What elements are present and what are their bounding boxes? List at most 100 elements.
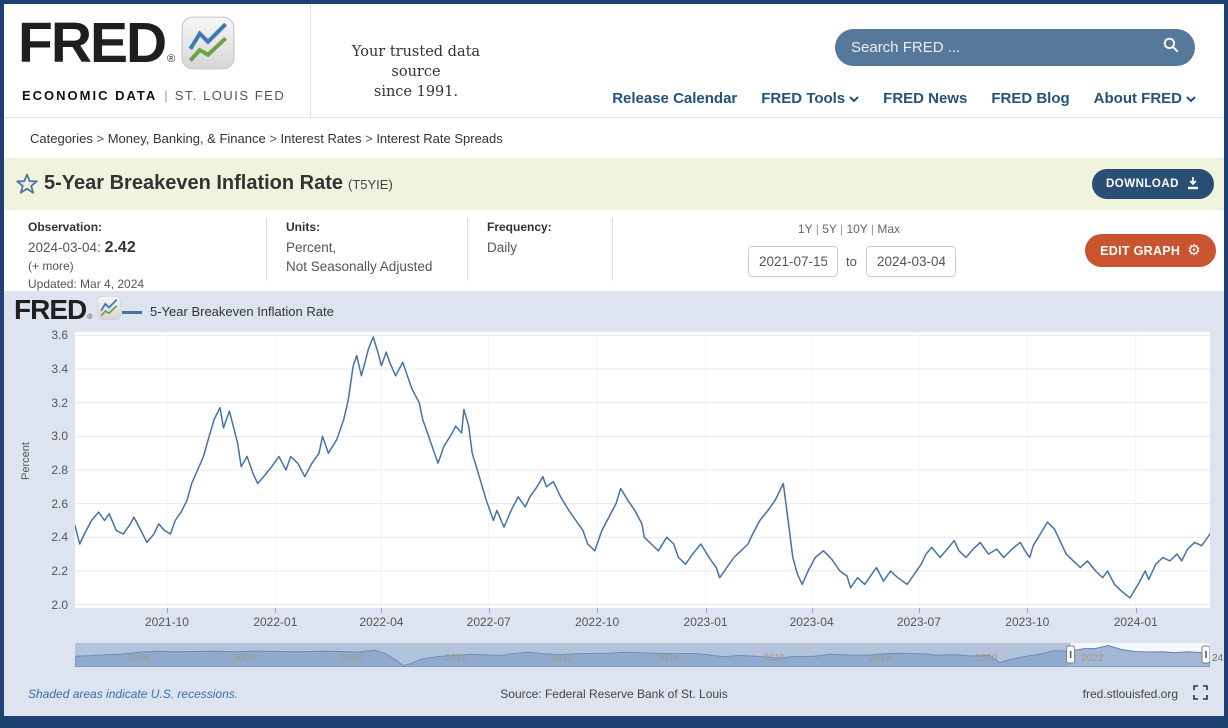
- nav-fred-news[interactable]: FRED News: [883, 90, 968, 107]
- breadcrumb-link[interactable]: Money, Banking, & Finance: [107, 131, 266, 146]
- range-option-5y[interactable]: 5Y: [822, 222, 837, 236]
- nav-release-calendar[interactable]: Release Calendar: [612, 90, 738, 107]
- x-axis-label: 2023-01: [683, 615, 728, 629]
- edit-graph-button[interactable]: EDIT GRAPH ⚙: [1085, 234, 1216, 267]
- site-url: fred.stlouisfed.org: [1082, 687, 1178, 701]
- search-input[interactable]: [851, 39, 1163, 56]
- search-icon[interactable]: [1163, 37, 1179, 58]
- x-axis-label: 2024-01: [1113, 615, 1158, 629]
- frequency-value: Daily: [487, 240, 518, 255]
- legend-label: 5-Year Breakeven Inflation Rate: [150, 304, 334, 319]
- x-axis-label: 2022-10: [575, 615, 620, 629]
- logo-tagline-divider: |: [164, 88, 168, 103]
- date-from-input[interactable]: [748, 246, 838, 277]
- units-line2: Not Seasonally Adjusted: [286, 259, 433, 274]
- search-bar[interactable]: [835, 29, 1195, 66]
- units-line1: Percent,: [286, 240, 337, 255]
- x-axis-labels: 2021-10 2022-01 2022-04 2022-07 2022-10 2023-…: [75, 615, 1210, 631]
- units-block: Units: Percent, Not Seasonally Adjusted: [286, 220, 432, 276]
- breadcrumb-separator: >: [265, 131, 281, 146]
- series-title-bar: 5-Year Breakeven Inflation Rate (T5YIE) D…: [4, 158, 1224, 210]
- chart-section: FRED ® 5-Year Breakeven Inflation Rate 2…: [4, 291, 1224, 716]
- source-attribution: Source: Federal Reserve Bank of St. Loui…: [500, 687, 728, 701]
- watermark-fred-text: FRED: [14, 294, 87, 325]
- nav-about-fred[interactable]: About FRED: [1094, 90, 1196, 107]
- fred-logo[interactable]: FRED ®: [18, 12, 235, 75]
- x-axis-label: 2023-10: [1005, 615, 1050, 629]
- nav-fred-tools[interactable]: FRED Tools: [761, 90, 859, 107]
- y-axis-label: 2.6: [51, 496, 68, 511]
- observation-more-link[interactable]: (+ more): [28, 259, 74, 273]
- observation-date: 2024-03-04:: [28, 240, 101, 255]
- range-separator: |: [812, 222, 823, 236]
- range-option-1y[interactable]: 1Y: [797, 222, 813, 236]
- y-axis-title: Percent: [20, 442, 32, 480]
- meta-divider-1: [266, 218, 267, 281]
- frequency-label: Frequency:: [487, 220, 552, 234]
- date-to-input[interactable]: [866, 246, 956, 277]
- observation-value-line: 2024-03-04: 2.42: [28, 238, 144, 257]
- x-tick-mark: [488, 608, 490, 613]
- frequency-block: Frequency: Daily: [487, 220, 552, 257]
- meta-divider-2: [467, 218, 468, 281]
- favorite-star-icon[interactable]: [16, 173, 38, 199]
- logo-tagline-stl-fed: ST. LOUIS FED: [174, 88, 286, 103]
- y-axis-label: 2.4: [51, 530, 68, 545]
- scrubber-handle-right[interactable]: [1201, 645, 1211, 664]
- site-motto: Your trusted data source since 1991.: [326, 42, 506, 102]
- series-meta-row: Observation: 2024-03-04: 2.42 (+ more) U…: [4, 210, 1224, 291]
- x-axis-label: 2021-10: [144, 615, 189, 629]
- range-option-max[interactable]: Max: [877, 222, 901, 236]
- y-axis-label: 2.2: [51, 563, 68, 578]
- y-axis-labels: 2.0 2.2 2.4 2.6 2.8 3.0 3.2 3.4 3.6: [32, 328, 68, 611]
- site-header: FRED ® ECONOMIC DATA | ST. LOUIS FED Your …: [4, 4, 1224, 118]
- breadcrumb-link[interactable]: Interest Rates: [280, 131, 362, 146]
- x-axis-label: 2022-01: [253, 615, 298, 629]
- legend-line-swatch: [122, 311, 142, 314]
- fred-logo-text: FRED: [18, 11, 167, 75]
- observation-block: Observation: 2024-03-04: 2.42 (+ more) U…: [28, 220, 144, 293]
- x-tick-mark: [381, 608, 383, 613]
- range-separator: |: [836, 222, 847, 236]
- nav-fred-blog[interactable]: FRED Blog: [991, 90, 1070, 107]
- x-axis-label: 2022-04: [359, 615, 404, 629]
- breadcrumb-separator: >: [92, 131, 108, 146]
- x-tick-mark: [597, 608, 599, 613]
- observation-label: Observation:: [28, 220, 103, 234]
- download-button[interactable]: DOWNLOAD: [1092, 169, 1214, 199]
- x-tick-mark: [275, 608, 277, 613]
- download-icon: [1186, 176, 1200, 193]
- x-tick-mark: [705, 608, 707, 613]
- y-axis-label: 3.2: [51, 395, 68, 410]
- download-label: DOWNLOAD: [1106, 178, 1179, 190]
- x-tick-mark: [918, 608, 920, 613]
- watermark-chart-icon: [97, 296, 122, 320]
- main-nav: Release Calendar FRED Tools FRED News FRED …: [612, 90, 1196, 107]
- registered-mark: ®: [167, 53, 176, 65]
- date-range-scrubber[interactable]: [74, 643, 1211, 668]
- logo-tagline: ECONOMIC DATA | ST. LOUIS FED: [22, 88, 285, 103]
- fred-chart-logo-icon: [181, 16, 235, 75]
- observation-updated: Updated: Mar 4, 2024: [28, 277, 145, 291]
- chart-watermark-logo: FRED ®: [14, 294, 122, 325]
- scrubber-handle-left[interactable]: [1066, 645, 1076, 664]
- fullscreen-icon[interactable]: [1193, 685, 1208, 705]
- logo-tagline-economic-data: ECONOMIC DATA: [22, 88, 158, 103]
- scrubber-year-label-end: 24: [1212, 653, 1224, 664]
- range-separator: |: [867, 222, 878, 236]
- breadcrumb-link[interactable]: Categories: [30, 131, 93, 146]
- meta-divider-3: [612, 218, 613, 281]
- header-divider: [310, 4, 311, 117]
- date-range-to-label: to: [846, 254, 857, 269]
- watermark-registered: ®: [87, 314, 93, 321]
- x-axis-label: 2023-07: [896, 615, 941, 629]
- breadcrumb-link[interactable]: Interest Rate Spreads: [376, 131, 503, 146]
- chart-plot-area[interactable]: [74, 332, 1211, 608]
- scrubber-area-chart: [74, 643, 1211, 668]
- edit-graph-label: EDIT GRAPH: [1100, 243, 1181, 258]
- motto-line-1: Your trusted data source: [351, 44, 481, 80]
- y-axis-label: 2.0: [51, 597, 68, 612]
- range-option-10y[interactable]: 10Y: [846, 222, 868, 236]
- line-chart: [74, 332, 1211, 608]
